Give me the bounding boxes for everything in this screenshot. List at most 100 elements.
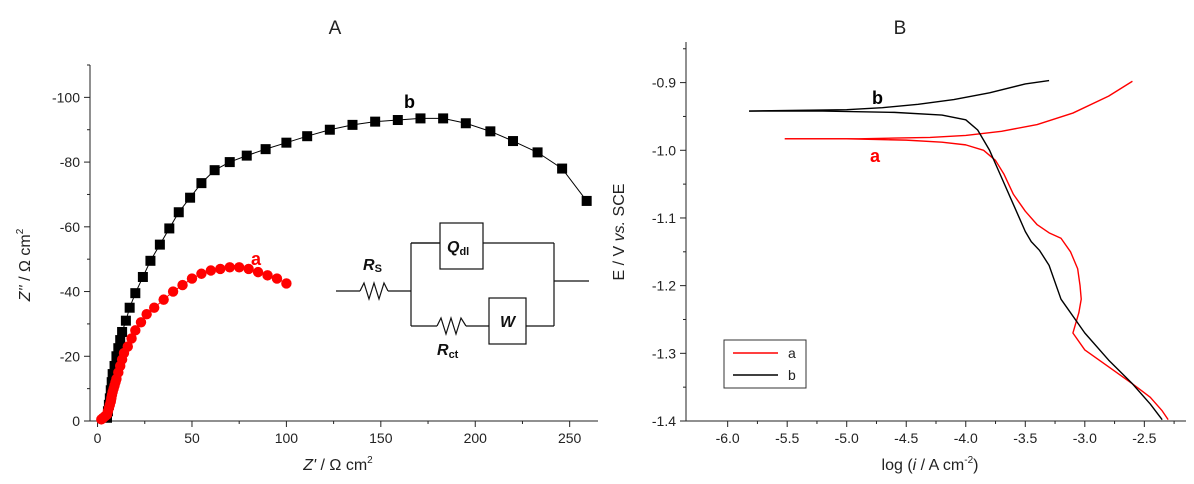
series-b-point	[347, 119, 358, 130]
series-a-point	[135, 317, 147, 328]
panel-a-ylabel: Z'' / Ω cm2	[15, 228, 34, 302]
series-b-point	[557, 163, 568, 174]
rs-label: RS	[363, 257, 382, 275]
curve-b-branch-0	[749, 79, 1050, 112]
resistor-rct	[436, 315, 467, 337]
series-b-point	[302, 131, 313, 142]
series-b-point	[209, 165, 220, 176]
qdl-label: Qdl	[447, 239, 469, 258]
x-tick-label: -5.5	[775, 430, 799, 446]
panel-b-ylabel: E / V vs. SCE	[611, 184, 628, 281]
series-a-point	[271, 273, 283, 284]
curve-b-label: b	[872, 88, 883, 108]
legend-label-a: a	[788, 345, 796, 361]
series-b-point	[120, 315, 131, 326]
x-tick-label: -4.0	[954, 430, 978, 446]
series-b-point	[370, 116, 381, 127]
series-a-point	[215, 263, 226, 275]
x-tick-label: 200	[464, 430, 488, 446]
y-tick-label: 0	[72, 413, 80, 429]
x-tick-label: -2.5	[1132, 430, 1156, 446]
x-tick-label: 150	[369, 430, 393, 446]
series-b-point	[137, 271, 148, 282]
series-b-label: b	[404, 92, 415, 112]
series-b-point	[508, 136, 519, 147]
x-tick-label: -6.0	[716, 430, 740, 446]
panel-a-ticks: 0 50 100 150 200 250 0 -20 -40 -60 -80 -100	[52, 64, 582, 446]
y-tick-label: -60	[60, 219, 80, 235]
x-tick-label: 100	[275, 430, 299, 446]
series-b-point	[109, 360, 120, 371]
series-a-point	[252, 266, 264, 278]
y-tick-label: -1.2	[652, 278, 676, 294]
series-a-point	[186, 273, 198, 284]
series-b-point	[124, 302, 135, 313]
x-tick-label: 250	[558, 430, 582, 446]
panel-b-ticks: -6.0 -5.5 -5.0 -4.5 -4.0 -3.5 -3.0 -2.5 -0.9 -1.0…	[652, 48, 1175, 446]
series-a-point	[158, 294, 169, 305]
series-b-point	[438, 113, 449, 124]
series-a-point	[243, 263, 254, 275]
series-a-point	[262, 270, 273, 281]
legend: a b	[723, 339, 807, 389]
series-b-point	[111, 351, 122, 362]
series-a-point	[126, 333, 137, 344]
legend-box	[723, 339, 807, 389]
series-b-point	[154, 239, 165, 250]
series-a-point	[122, 341, 133, 352]
series-a-label: a	[251, 249, 262, 269]
panel-b: B -6.0 -5.5 -5.0 -4.5 -4.0 -3.5 -3.0 -2.5 -0.9 -1…	[611, 18, 1186, 474]
y-tick-label: -1.3	[652, 345, 676, 361]
warburg-label: W	[500, 314, 517, 331]
series-b-point	[532, 147, 543, 158]
curve-b-branch-1	[749, 110, 1163, 421]
series-b-point	[130, 288, 141, 299]
series-b-point	[581, 195, 592, 206]
series-b-point	[107, 369, 118, 380]
series-b-point	[115, 335, 126, 346]
series-a-point	[167, 286, 179, 297]
series-a-point	[196, 268, 207, 279]
warburg-box	[488, 297, 527, 345]
curve-a-label: a	[870, 146, 881, 166]
series-b-point	[460, 118, 471, 129]
series-a-point	[149, 302, 160, 313]
series-b-point	[145, 255, 156, 266]
series-b-point	[113, 343, 124, 354]
x-tick-label: -3.5	[1013, 430, 1037, 446]
series-a-point	[233, 262, 245, 273]
x-tick-label: -3.0	[1073, 430, 1097, 446]
y-tick-label: -0.9	[652, 75, 676, 91]
series-b-point	[485, 126, 496, 137]
cpe-qdl-box	[439, 222, 484, 270]
series-a-point	[281, 278, 292, 289]
series-b-point	[392, 115, 403, 126]
x-tick-label: -4.5	[894, 430, 918, 446]
series-a-point	[205, 265, 217, 276]
y-tick-label: -1.0	[652, 142, 676, 158]
series-b-point	[185, 192, 196, 203]
panel-b-title: B	[894, 18, 907, 39]
equivalent-circuit	[336, 222, 589, 345]
series-b-point	[260, 144, 271, 155]
series-a-point	[141, 309, 152, 320]
panel-a: A 0 50 100 150 200 250 0 -20 -40 -60 -80 -100 Z' / …	[15, 18, 598, 474]
series-b-point	[324, 124, 335, 135]
series-b-point	[415, 113, 426, 124]
y-tick-label: -20	[60, 348, 80, 364]
series-a-point	[224, 262, 235, 273]
panel-b-series	[749, 79, 1169, 421]
series-b-point	[281, 137, 292, 148]
panel-a-xlabel: Z' / Ω cm2	[302, 455, 373, 474]
y-tick-label: -1.1	[652, 210, 676, 226]
y-tick-label: -100	[52, 89, 80, 105]
series-b-point	[196, 178, 207, 189]
x-tick-label: -5.0	[835, 430, 859, 446]
series-a-point	[130, 325, 141, 336]
series-b-line	[106, 117, 588, 418]
series-b-point	[241, 150, 252, 161]
rct-label: Rct	[437, 342, 459, 361]
y-tick-label: -1.4	[652, 413, 676, 429]
resistor-rs	[359, 280, 389, 302]
